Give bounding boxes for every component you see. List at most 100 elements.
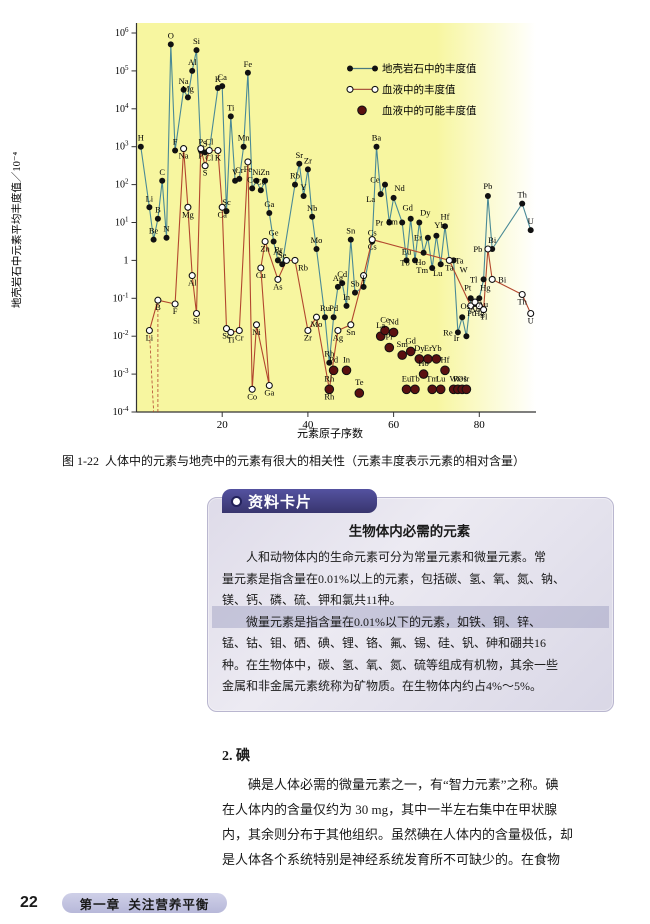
svg-text:Al: Al (188, 57, 197, 67)
svg-text:元素原子序数: 元素原子序数 (297, 426, 363, 440)
svg-text:20: 20 (217, 419, 229, 431)
svg-text:10-2: 10-2 (113, 329, 129, 342)
svg-text:Pd: Pd (329, 354, 339, 364)
svg-text:Br: Br (274, 244, 283, 254)
svg-text:Zn: Zn (260, 167, 270, 177)
svg-text:Rb: Rb (298, 262, 308, 272)
svg-text:Hf: Hf (441, 354, 450, 364)
svg-text:1: 1 (124, 255, 129, 266)
svg-text:W: W (460, 264, 468, 274)
svg-text:Sr: Sr (296, 150, 304, 160)
svg-text:Cl: Cl (205, 153, 214, 163)
svg-text:Ta: Ta (445, 262, 454, 272)
svg-text:Ba: Ba (372, 133, 382, 143)
svg-text:Cr: Cr (235, 333, 244, 343)
svg-text:Hf: Hf (441, 211, 450, 221)
svg-text:Tb: Tb (410, 373, 419, 383)
svg-text:In: In (343, 354, 351, 364)
svg-text:Rb: Rb (290, 171, 300, 181)
svg-text:10-3: 10-3 (113, 367, 129, 380)
svg-text:80: 80 (474, 419, 486, 431)
svg-text:Zr: Zr (304, 155, 312, 165)
svg-text:10-4: 10-4 (113, 405, 129, 418)
svg-text:Ir: Ir (464, 373, 470, 383)
svg-text:Cu: Cu (256, 176, 267, 186)
svg-text:Pr: Pr (386, 332, 394, 342)
svg-text:Mg: Mg (182, 83, 195, 93)
svg-text:Na: Na (179, 151, 189, 161)
svg-text:O: O (168, 30, 174, 40)
svg-text:B: B (155, 205, 161, 215)
svg-text:Eu: Eu (402, 246, 412, 256)
svg-text:Gd: Gd (403, 203, 414, 213)
svg-text:Tl: Tl (470, 274, 478, 284)
svg-text:105: 105 (115, 64, 129, 77)
svg-text:Te: Te (355, 377, 364, 387)
svg-text:H: H (138, 133, 144, 143)
svg-text:Ir: Ir (454, 333, 460, 343)
svg-text:Mg: Mg (182, 209, 195, 219)
svg-text:Mn: Mn (238, 133, 251, 143)
svg-text:Mo: Mo (311, 319, 323, 329)
svg-text:102: 102 (115, 178, 129, 191)
svg-text:Th: Th (517, 297, 527, 307)
svg-text:S: S (203, 168, 208, 178)
svg-text:104: 104 (115, 102, 129, 115)
svg-text:K: K (215, 153, 222, 163)
svg-text:Si: Si (193, 316, 201, 326)
svg-text:Sc: Sc (222, 197, 231, 207)
svg-text:F: F (173, 137, 178, 147)
svg-text:Nd: Nd (394, 183, 405, 193)
svg-text:Bi: Bi (488, 235, 497, 245)
svg-text:Hg: Hg (480, 282, 491, 292)
svg-text:Mo: Mo (311, 235, 323, 245)
svg-text:101: 101 (115, 216, 129, 229)
svg-text:血液中的丰度值: 血液中的丰度值 (382, 83, 456, 96)
svg-text:C: C (159, 167, 165, 177)
svg-text:Zr: Zr (304, 333, 312, 343)
svg-text:Lu: Lu (433, 268, 443, 278)
svg-text:Ge: Ge (269, 228, 279, 238)
svg-text:Dy: Dy (420, 208, 431, 218)
svg-text:60: 60 (388, 419, 400, 431)
svg-text:Ti: Ti (227, 102, 235, 112)
svg-text:Li: Li (146, 333, 154, 343)
svg-text:Fe: Fe (244, 59, 253, 69)
svg-text:Pb: Pb (483, 181, 492, 191)
svg-text:Ga: Ga (264, 199, 274, 209)
svg-text:106: 106 (115, 26, 129, 39)
svg-text:Sn: Sn (346, 226, 356, 236)
svg-text:Tl: Tl (480, 312, 488, 322)
svg-text:Li: Li (146, 193, 154, 203)
svg-text:Ga: Ga (264, 388, 274, 398)
svg-text:Ca: Ca (217, 209, 227, 219)
svg-text:I: I (362, 278, 365, 288)
svg-text:Cr: Cr (235, 165, 244, 175)
svg-text:Th: Th (517, 190, 527, 200)
svg-text:10-1: 10-1 (113, 291, 129, 304)
svg-text:Rh: Rh (324, 373, 335, 383)
svg-text:Pr: Pr (376, 218, 384, 228)
svg-text:Cd: Cd (337, 269, 348, 279)
svg-text:Cs: Cs (368, 228, 377, 238)
svg-text:Ag: Ag (333, 333, 344, 343)
svg-text:Rh: Rh (324, 391, 335, 401)
svg-text:F: F (173, 306, 178, 316)
svg-text:B: B (155, 302, 161, 312)
svg-text:Co: Co (247, 391, 257, 401)
svg-text:血液中的可能丰度值: 血液中的可能丰度值 (382, 104, 477, 117)
svg-text:103: 103 (115, 140, 129, 153)
svg-text:Y: Y (301, 182, 307, 192)
svg-text:Be: Be (149, 226, 159, 236)
svg-text:P: P (198, 151, 203, 161)
svg-text:Pd: Pd (329, 303, 339, 313)
svg-text:Sn: Sn (346, 327, 356, 337)
svg-text:Yb: Yb (431, 343, 441, 353)
svg-text:Pb: Pb (473, 244, 482, 254)
svg-text:N: N (163, 224, 169, 234)
svg-text:Sm: Sm (387, 217, 399, 227)
svg-text:Si: Si (193, 36, 201, 46)
svg-text:Bi: Bi (498, 274, 507, 284)
svg-text:Cs: Cs (368, 242, 377, 252)
svg-text:Sb: Sb (351, 279, 360, 289)
